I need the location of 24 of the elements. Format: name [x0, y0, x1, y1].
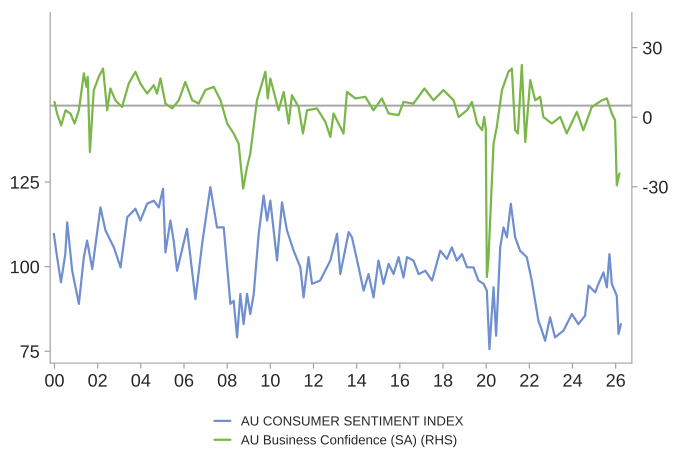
y2-tick-label: -30 — [643, 180, 668, 194]
legend-label: AU CONSUMER SENTIMENT INDEX — [240, 416, 464, 426]
x-tick-label: 02 — [88, 374, 107, 387]
x-tick-label: 00 — [45, 374, 64, 387]
x-tick-label: 22 — [520, 374, 538, 387]
y2-tick-label: 0 — [643, 111, 652, 124]
y-tick-label: 100 — [11, 260, 40, 274]
x-tick-label: 06 — [174, 374, 194, 387]
x-tick-label: 04 — [131, 374, 150, 387]
x-tick-label: 20 — [477, 374, 496, 387]
x-tick-label: 16 — [391, 374, 410, 387]
y2-tick-label: 30 — [643, 42, 662, 54]
y-tick-label: 125 — [11, 176, 39, 189]
x-tick-label: 12 — [304, 374, 323, 387]
x-tick-label: 08 — [218, 374, 236, 387]
x-tick-label: 26 — [606, 374, 625, 387]
line-series — [53, 64, 620, 278]
x-tick-label: 14 — [348, 374, 366, 387]
x-tick-label: 10 — [262, 374, 280, 387]
y-tick-label: 75 — [20, 345, 39, 358]
x-tick-label: 18 — [434, 374, 452, 387]
x-tick-label: 24 — [563, 374, 582, 387]
legend-label: AU Business Confidence (SA) (RHS) — [240, 434, 456, 448]
line-series — [52, 186, 622, 350]
